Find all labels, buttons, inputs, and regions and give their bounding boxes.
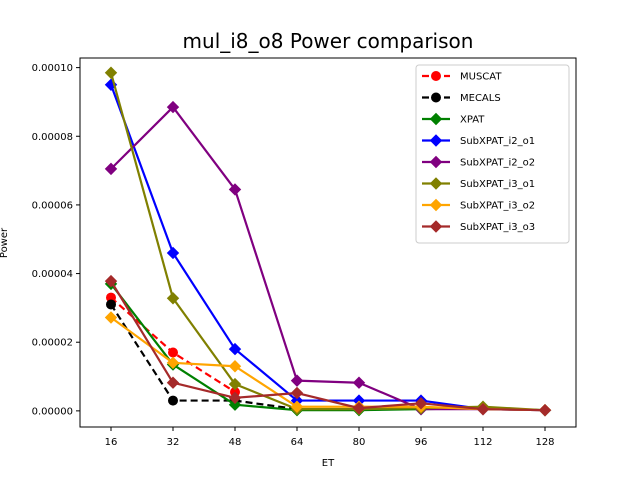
data-point-subxpat-i3-o3: [538, 403, 552, 417]
legend-label-muscat: MUSCAT: [460, 72, 502, 83]
legend-label-xpat: XPAT: [460, 115, 485, 126]
y-tick-label: 0.00010: [32, 63, 73, 74]
x-tick-label: 48: [229, 437, 242, 448]
legend-box: [415, 64, 570, 244]
data-point-muscat: [168, 347, 178, 358]
data-point-subxpat-i2-o2: [104, 162, 118, 176]
y-axis-label: Power: [0, 227, 10, 258]
data-point-subxpat-i3-o3: [228, 391, 242, 405]
y-tick-label: 0.00000: [32, 406, 73, 417]
y-axis-ticks: 0.00000 0.00002 0.00004 0.00006 0.00008 0.000…: [32, 63, 80, 417]
data-point-subxpat-i2-o1: [228, 342, 242, 356]
legend-label-subxpat-i2-o1: SubXPAT_i2_o1: [460, 136, 535, 147]
data-point-subxpat-i3-o2: [104, 311, 118, 324]
data-point-subxpat-i3-o3: [476, 402, 490, 416]
data-point-xpat: [228, 398, 242, 411]
data-point-subxpat-i3-o3: [104, 274, 118, 288]
y-tick-label: 0.00006: [32, 200, 73, 211]
legend-label-subxpat-i2-o2: SubXPAT_i2_o2: [460, 158, 535, 169]
x-tick-label: 128: [535, 437, 554, 448]
x-tick-label: 16: [105, 437, 118, 448]
data-point-subxpat-i3-o3: [290, 386, 304, 400]
data-point-subxpat-i2-o2: [228, 183, 242, 196]
legend-marker-mecals: [431, 92, 441, 103]
chart-title: mul_i8_o8 Power comparison: [183, 29, 474, 53]
legend-marker-subxpat-i2-o2: [429, 155, 443, 169]
data-point-subxpat-i3-o1: [228, 377, 242, 391]
data-point-mecals: [168, 395, 178, 406]
legend-marker-muscat: [431, 71, 441, 81]
x-axis-label: ET: [322, 458, 335, 469]
data-point-subxpat-i2-o1: [166, 246, 180, 260]
data-point-subxpat-i3-o1: [104, 66, 118, 79]
series-line-mecals: [110, 303, 298, 411]
data-point-subxpat-i3-o2: [166, 356, 180, 370]
y-tick-label: 0.00008: [32, 132, 73, 143]
legend: MUSCAT MECALS XPAT SubXPAT_i2_o1 SubXPAT_i2_…: [415, 64, 570, 244]
data-point-subxpat-i3-o3: [414, 397, 428, 410]
data-point-subxpat-i3-o2: [290, 400, 304, 413]
plot-area: [104, 66, 552, 417]
series-line-subxpat-i3-o3: [110, 280, 546, 412]
data-point-subxpat-i3-o2: [228, 360, 242, 373]
axes-frame: [79, 57, 577, 428]
data-point-subxpat-i3-o3: [352, 401, 366, 415]
data-point-subxpat-i2-o2: [166, 100, 180, 114]
x-tick-label: 112: [473, 437, 492, 448]
data-point-subxpat-i2-o2: [352, 376, 366, 389]
legend-marker-subxpat-i3-o1: [429, 177, 443, 190]
x-tick-label: 64: [291, 437, 304, 448]
data-point-subxpat-i3-o1: [166, 292, 180, 305]
legend-marker-xpat: [429, 112, 443, 126]
y-tick-label: 0.00004: [32, 269, 73, 280]
legend-marker-subxpat-i3-o2: [429, 198, 443, 212]
x-axis-ticks: 16 32 48 64 80 96 112 128: [105, 427, 555, 448]
legend-marker-subxpat-i2-o1: [429, 134, 443, 147]
legend-label-subxpat-i3-o1: SubXPAT_i3_o1: [460, 179, 535, 190]
x-tick-label: 32: [167, 437, 180, 448]
legend-label-subxpat-i3-o2: SubXPAT_i3_o2: [460, 201, 535, 212]
series-line-subxpat-i3-o1: [109, 72, 546, 412]
y-tick-label: 0.00002: [32, 338, 73, 349]
legend-label-subxpat-i3-o3: SubXPAT_i3_o3: [460, 222, 535, 233]
legend-label-mecals: MECALS: [460, 93, 501, 104]
legend-marker-subxpat-i3-o3: [429, 220, 443, 233]
data-point-mecals: [106, 299, 116, 310]
data-point-subxpat-i3-o3: [166, 376, 180, 389]
x-tick-label: 96: [415, 437, 428, 448]
data-point-subxpat-i2-o2: [290, 374, 304, 387]
series-subxpat-i3-o3: [104, 274, 552, 417]
x-tick-label: 80: [353, 437, 366, 448]
